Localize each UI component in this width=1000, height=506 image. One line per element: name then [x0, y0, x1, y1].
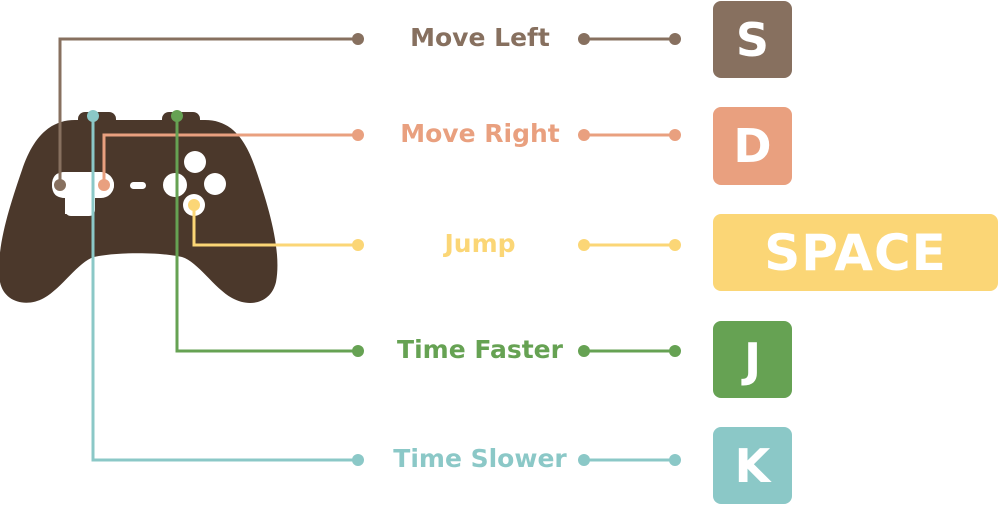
connector-dot [669, 129, 681, 141]
connector-dot [578, 239, 590, 251]
connector-dot [352, 33, 364, 45]
connector-dot [352, 454, 364, 466]
center-button [130, 182, 146, 189]
connector-line [58, 37, 358, 185]
connector-dot [188, 199, 200, 211]
connector-dot [578, 129, 590, 141]
action-label: Move Right [400, 119, 560, 148]
action-label: Time Slower [393, 444, 567, 473]
connector-dot [669, 33, 681, 45]
key-badge: K [713, 427, 792, 504]
connector-dot [98, 179, 110, 191]
action-label: Jump [444, 229, 516, 258]
action-label: Time Faster [397, 335, 563, 364]
connector-line [91, 116, 358, 462]
connector-line [175, 116, 358, 353]
connector-dot [352, 239, 364, 251]
key-badge: D [713, 107, 792, 185]
connector-line [102, 133, 358, 185]
controller-body [0, 120, 278, 303]
gamepad-icon [0, 112, 278, 303]
connector-dot [578, 33, 590, 45]
connector-dot [352, 345, 364, 357]
connector-dot [669, 239, 681, 251]
key-badge: S [713, 1, 792, 78]
connector-dot [54, 179, 66, 191]
connector-dot [578, 454, 590, 466]
dpad-vertical [65, 172, 95, 216]
connector-dot [669, 345, 681, 357]
connector-line [192, 205, 358, 247]
connector-dot [352, 129, 364, 141]
connector-dot [578, 345, 590, 357]
connector-dot [171, 110, 183, 122]
face-button-right [204, 173, 226, 195]
face-button-top [184, 151, 206, 173]
connector-dot [87, 110, 99, 122]
connector-dot [669, 454, 681, 466]
action-label: Move Left [410, 23, 550, 52]
key-badge: J [713, 321, 792, 398]
stick [163, 173, 187, 197]
key-badge: SPACE [713, 214, 998, 291]
